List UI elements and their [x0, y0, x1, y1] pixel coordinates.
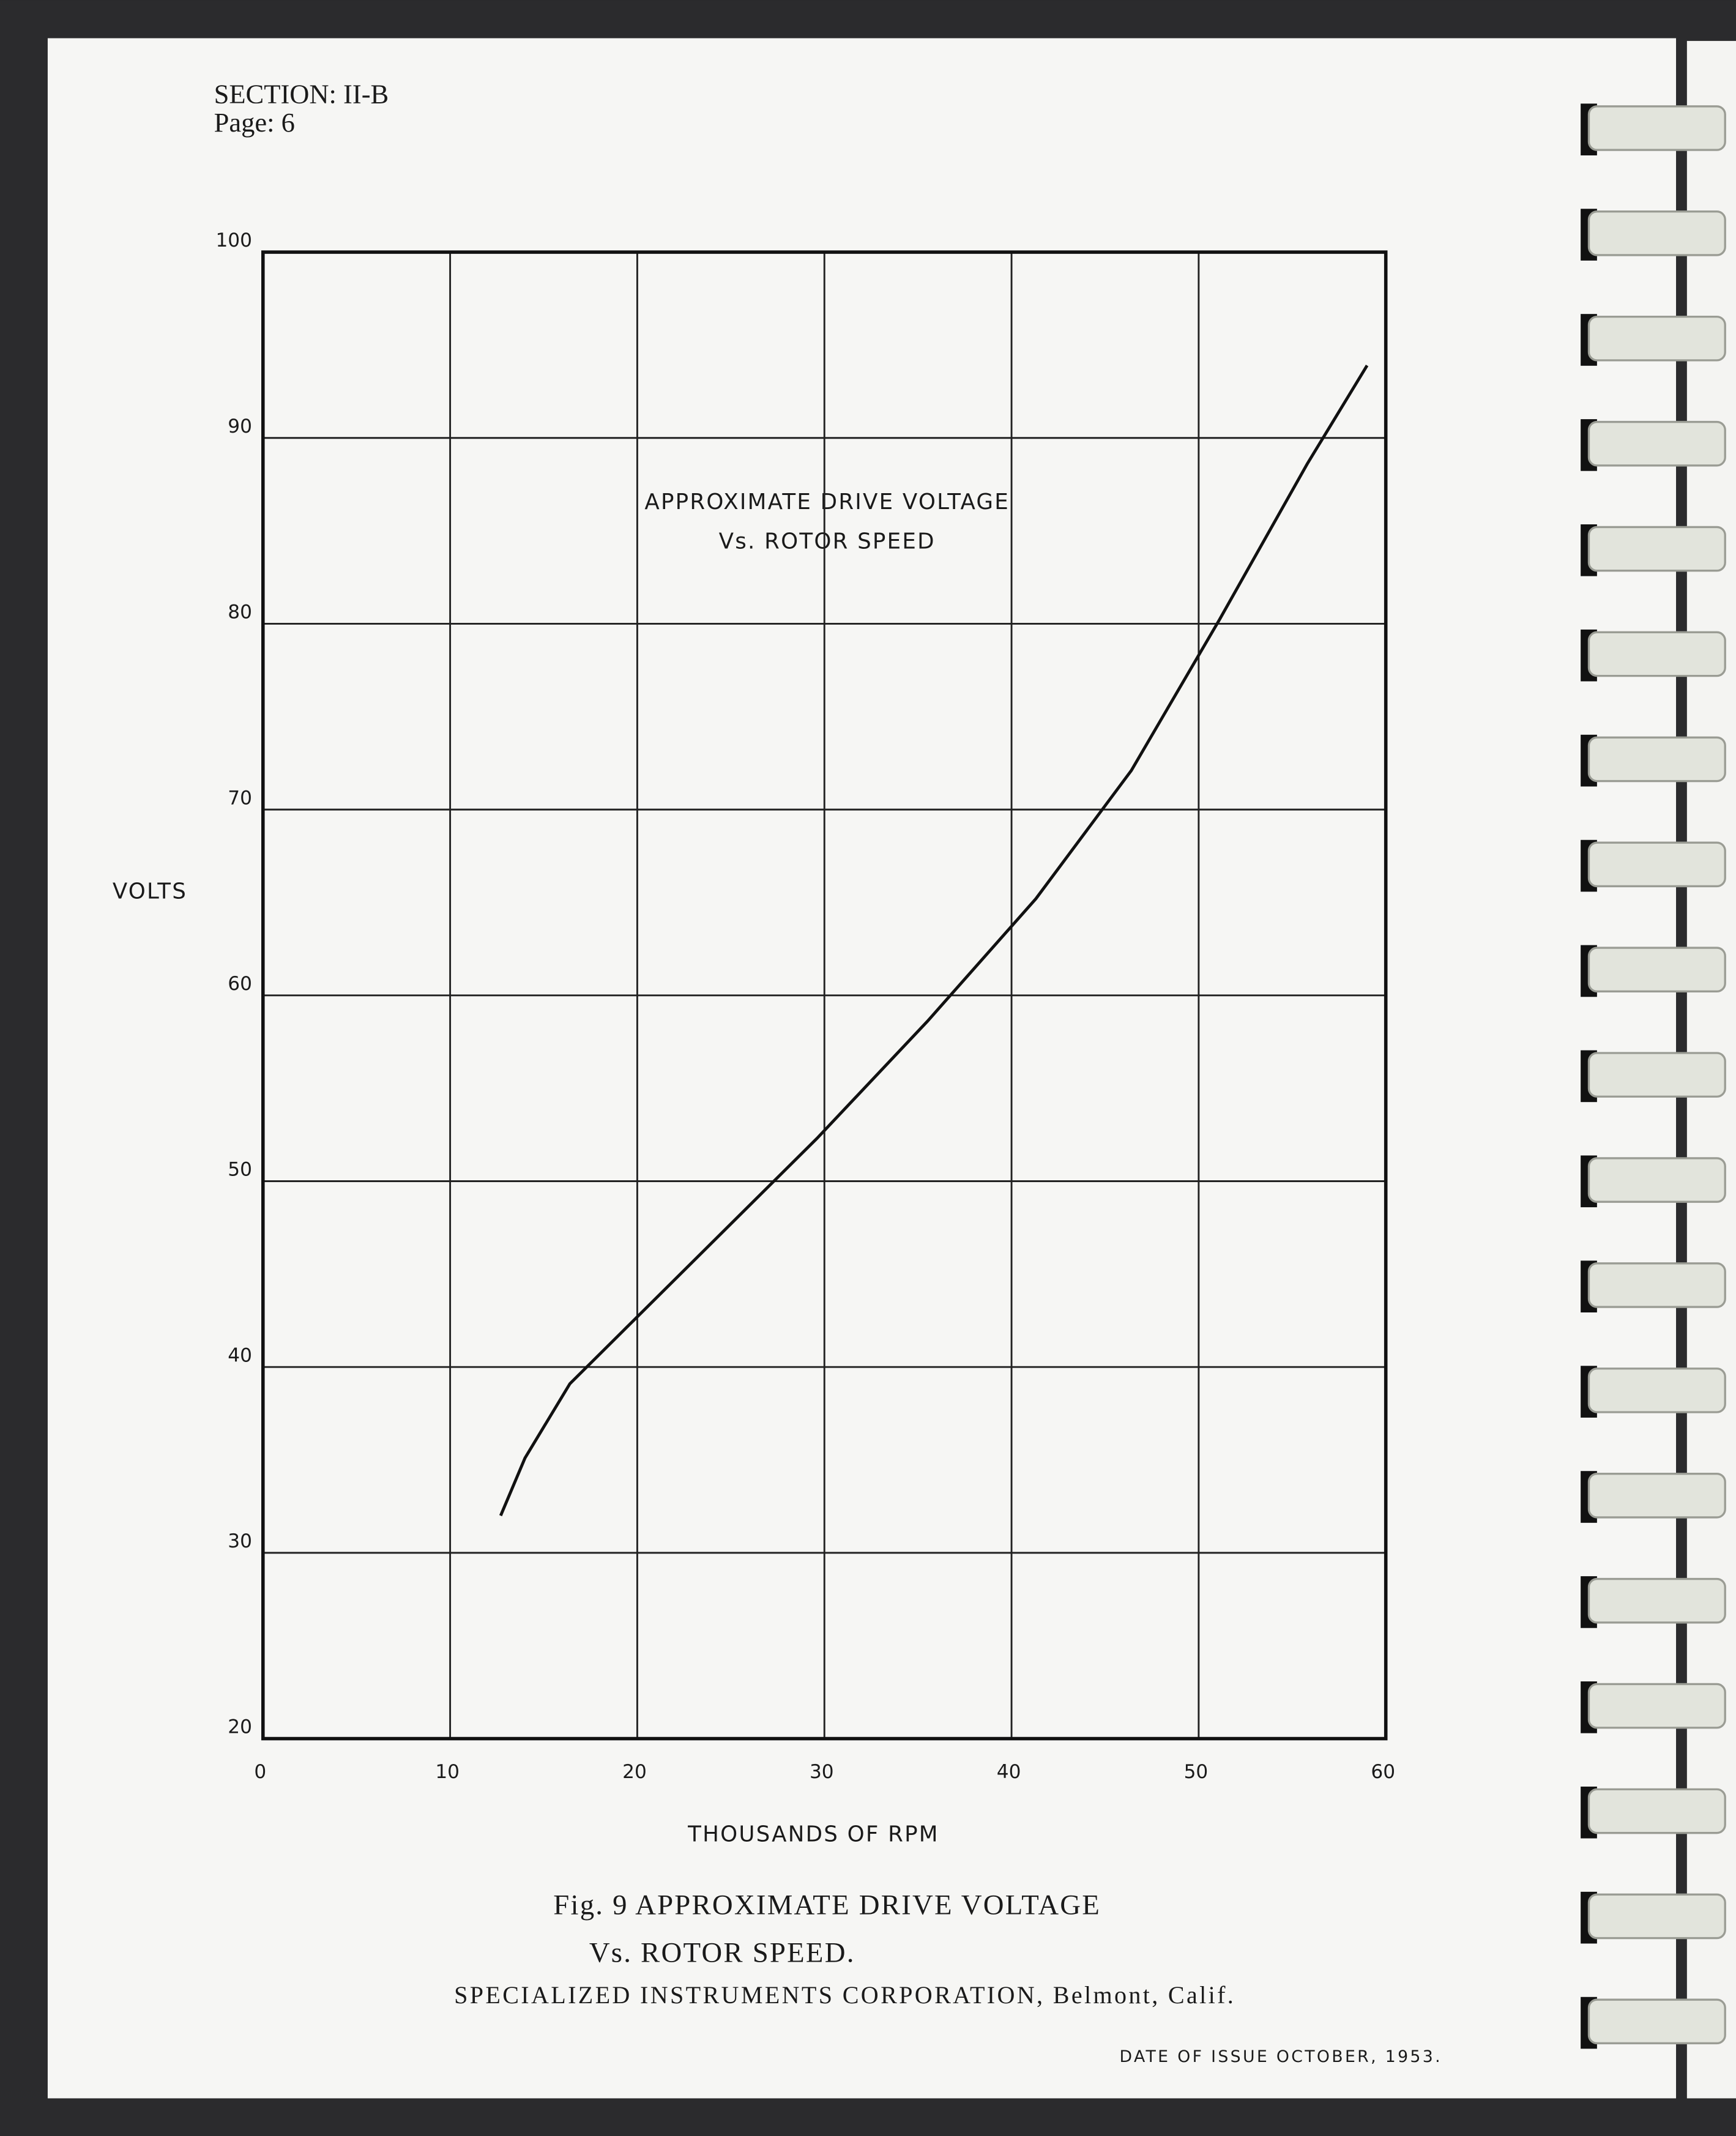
y-tick-label: 60: [228, 973, 252, 995]
ring: [1587, 1262, 1726, 1308]
issue-date: DATE OF ISSUE OCTOBER, 1953.: [1120, 2047, 1442, 2066]
ring: [1587, 841, 1726, 888]
ring: [1587, 1788, 1726, 1834]
ring: [1587, 1577, 1726, 1624]
caption-line: Fig. 9 APPROXIMATE DRIVE VOLTAGE: [553, 1889, 1101, 1921]
y-tick-label: 90: [228, 415, 252, 437]
company: SPECIALIZED INSTRUMENTS CORPORATION, Bel…: [454, 1981, 1235, 2009]
x-tick-label: 40: [997, 1761, 1021, 1783]
y-tick-label: 40: [228, 1344, 252, 1366]
x-axis-label: THOUSANDS OF RPM: [687, 1822, 939, 1847]
ring: [1587, 526, 1726, 572]
ring: [1587, 1998, 1726, 2045]
x-tick-label: 10: [435, 1761, 460, 1783]
paper: [47, 38, 1677, 2099]
ring: [1587, 210, 1726, 256]
ring: [1587, 315, 1726, 362]
ring: [1587, 1368, 1726, 1413]
caption-line: Vs. ROTOR SPEED.: [589, 1937, 855, 1968]
ring: [1587, 1157, 1726, 1203]
binder-rings: [1581, 103, 1726, 2049]
x-tick-label: 50: [1184, 1761, 1209, 1783]
ring: [1587, 105, 1726, 151]
ring: [1587, 631, 1726, 677]
chart-title: APPROXIMATE DRIVE VOLTAGE: [644, 489, 1010, 515]
y-axis-label: VOLTS: [113, 879, 187, 904]
y-tick-label: 70: [228, 787, 252, 809]
data-line: [499, 365, 1369, 1517]
chart-subtitle: Vs. ROTOR SPEED: [719, 529, 936, 554]
y-tick-label: 20: [228, 1716, 252, 1738]
ring: [1587, 420, 1726, 467]
y-tick-label: 100: [215, 229, 251, 251]
y-tick-label: 50: [228, 1159, 252, 1181]
x-tick-label: 30: [810, 1761, 834, 1783]
page-number: Page: 6: [214, 107, 295, 138]
ring: [1587, 736, 1726, 783]
x-tick-label: 60: [1371, 1761, 1395, 1783]
x-tick-label: 20: [622, 1761, 647, 1783]
x-tick-label: 0: [254, 1761, 266, 1783]
ring: [1587, 947, 1726, 993]
ring: [1587, 1893, 1726, 1940]
y-tick-label: 80: [228, 601, 252, 623]
ring: [1587, 1683, 1726, 1729]
plot-frame: [261, 250, 1388, 1741]
ring: [1587, 1052, 1726, 1098]
y-tick-label: 30: [228, 1530, 252, 1552]
plot: 20 30 40 50 60 70 80 90 100 0 10 20 30 40 50 60: [215, 229, 1395, 1783]
section: SECTION: II-B: [214, 78, 389, 109]
ring: [1587, 1472, 1726, 1519]
